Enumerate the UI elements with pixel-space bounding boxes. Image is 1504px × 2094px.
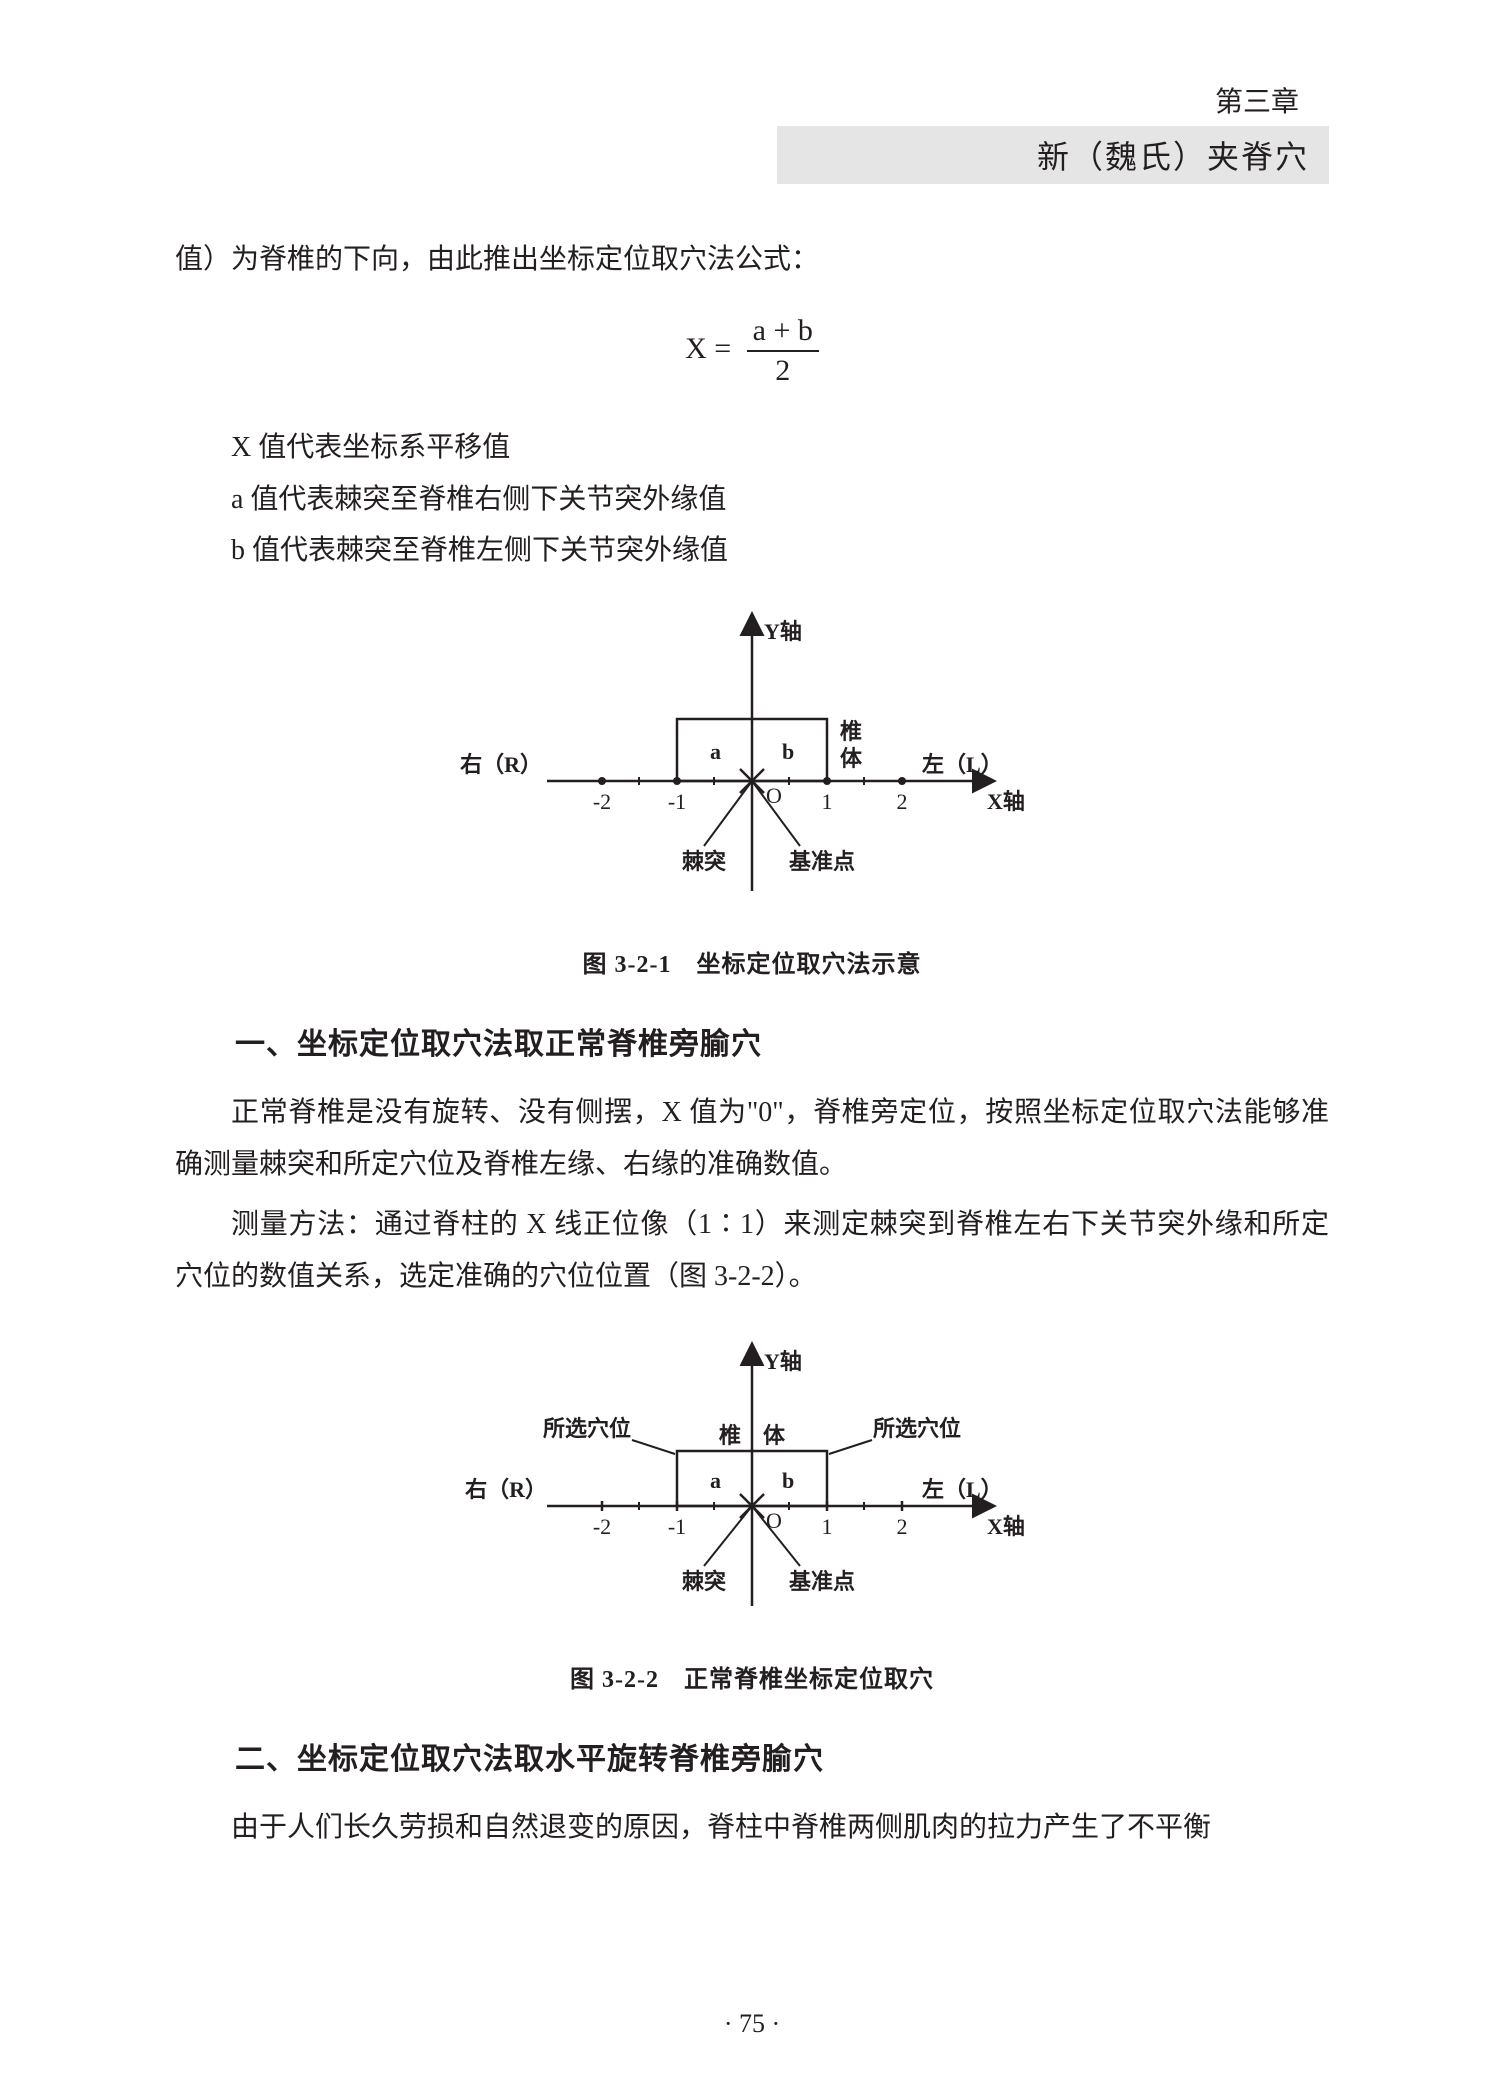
f2-right-label: 右（R） (465, 1477, 547, 1502)
figure1-caption: 图 3-2-1 坐标定位取穴法示意 (175, 944, 1329, 979)
figure-3-2-2: -2 -1 1 2 a b 椎 体 O Y轴 X轴 右（R） 左（L） 所选穴位… (175, 1336, 1329, 1694)
definitions: X 值代表坐标系平移值 a 值代表棘突至脊椎右侧下关节突外缘值 b 值代表棘突至… (231, 422, 1329, 577)
figure2-caption: 图 3-2-2 正常脊椎坐标定位取穴 (175, 1659, 1329, 1694)
label-b: b (782, 739, 794, 764)
def-a: a 值代表棘突至脊椎右侧下关节突外缘值 (231, 474, 1329, 526)
f2-tick-neg2: -2 (593, 1514, 611, 1539)
f2-datum-label: 基准点 (789, 1569, 855, 1594)
section2-heading: 二、坐标定位取穴法取水平旋转脊椎旁腧穴 (235, 1734, 1329, 1778)
figure-3-2-1: -2 -1 1 2 a b O Y轴 X轴 右（R） 左（L） 椎 体 (175, 601, 1329, 979)
f2-left-label: 左（L） (922, 1477, 1003, 1502)
formula-numerator: a + b (747, 314, 819, 352)
y-axis-label: Y轴 (764, 619, 802, 644)
f2-acupoint-right: 所选穴位 (873, 1416, 961, 1441)
right-label: 右（R） (460, 752, 542, 777)
label-a: a (710, 739, 721, 764)
f2-spinous-label: 棘突 (682, 1569, 726, 1594)
f2-tick-2: 2 (897, 1514, 908, 1539)
vertebra-label-2: 体 (840, 746, 863, 771)
spinous-label: 棘突 (682, 849, 726, 874)
f2-vertebra-label: 椎 体 (719, 1423, 786, 1448)
page-number: · 75 · (0, 2009, 1504, 2039)
f2-acupoint-left: 所选穴位 (543, 1416, 631, 1441)
section2-para1: 由于人们长久劳损和自然退变的原因，脊柱中脊椎两侧肌肉的拉力产生了不平衡 (175, 1802, 1329, 1854)
f2-label-b: b (782, 1468, 794, 1493)
f2-tick-1: 1 (822, 1514, 833, 1539)
x-axis-label: X轴 (987, 789, 1025, 814)
tick-neg1: -1 (668, 789, 686, 814)
chapter-title: 新（魏氏）夹脊穴 (777, 126, 1329, 184)
f2-y-axis-label: Y轴 (764, 1349, 802, 1374)
f2-label-a: a (710, 1468, 721, 1493)
vertebra-label-1: 椎 (840, 719, 862, 744)
formula-lhs: X = (685, 332, 731, 365)
left-label: 左（L） (922, 752, 1003, 777)
formula-denominator: 2 (747, 352, 819, 388)
page-header: 第三章 新（魏氏）夹脊穴 (175, 80, 1329, 184)
datum-label: 基准点 (789, 849, 855, 874)
intro-text: 值）为脊椎的下向，由此推出坐标定位取穴法公式： (175, 234, 1329, 286)
section1-para1: 正常脊椎是没有旋转、没有侧摆，X 值为"0"，脊椎旁定位，按照坐标定位取穴法能够… (175, 1087, 1329, 1191)
tick-2: 2 (897, 789, 908, 814)
section1-heading: 一、坐标定位取穴法取正常脊椎旁腧穴 (235, 1019, 1329, 1063)
def-b: b 值代表棘突至脊椎左侧下关节突外缘值 (231, 525, 1329, 577)
f2-origin-label: O (766, 1508, 782, 1533)
f2-x-axis-label: X轴 (987, 1514, 1025, 1539)
tick-neg2: -2 (593, 789, 611, 814)
section1-para2: 测量方法：通过脊柱的 X 线正位像（1∶1）来测定棘突到脊椎左右下关节突外缘和所… (175, 1199, 1329, 1303)
tick-1: 1 (822, 789, 833, 814)
def-x: X 值代表坐标系平移值 (231, 422, 1329, 474)
formula: X = a + b 2 (175, 314, 1329, 388)
f2-tick-neg1: -1 (668, 1514, 686, 1539)
chapter-label: 第三章 (175, 80, 1299, 120)
